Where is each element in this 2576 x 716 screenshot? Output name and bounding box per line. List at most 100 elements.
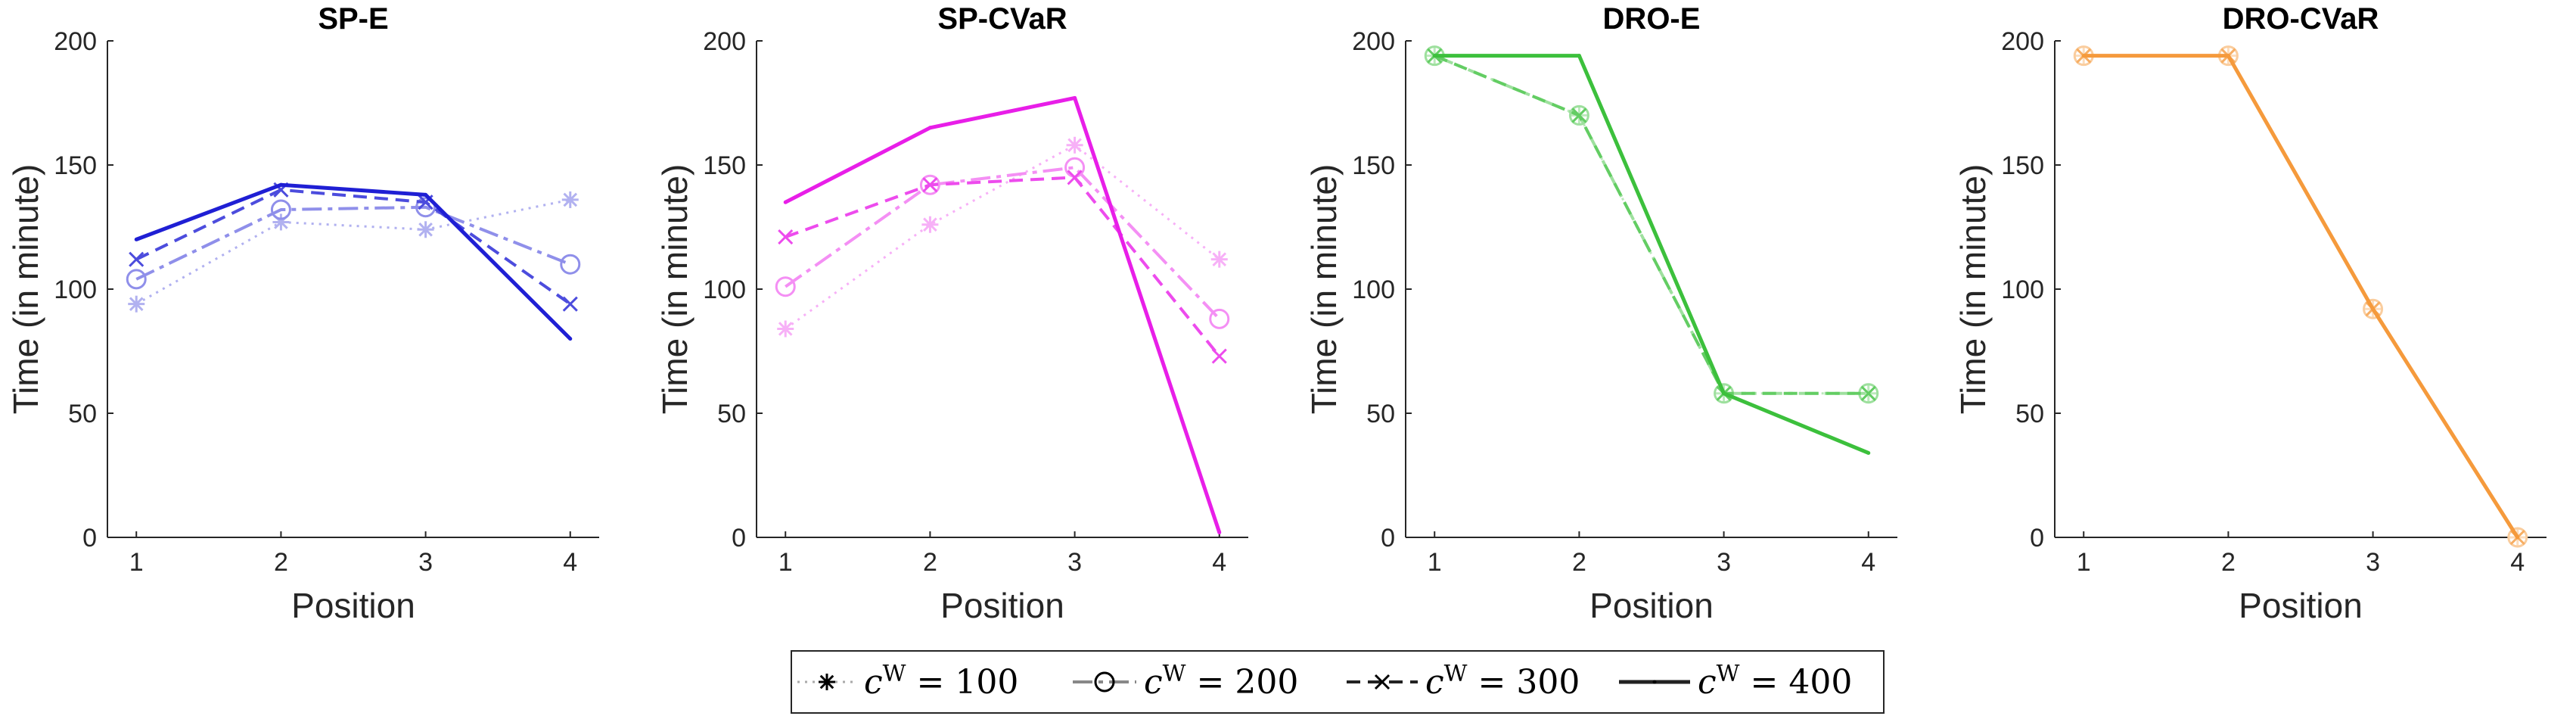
data-point (922, 177, 938, 193)
data-point (928, 126, 932, 130)
data-point (2371, 307, 2376, 311)
panel-dro-e: 0 50 100 150 200 1 2 3 4 DRO-E Position Time (in mi… (1304, 2, 1897, 625)
data-point (2226, 54, 2230, 58)
series-cw-300 (778, 170, 1227, 364)
data-point (2363, 298, 2384, 319)
legend-label: cW = 300 (1425, 661, 1580, 702)
series-cw-200 (775, 157, 1230, 329)
legend-entry-200: cW = 200 (1073, 661, 1298, 702)
data-point (417, 221, 434, 238)
series-line (785, 95, 1222, 534)
data-point (1066, 136, 1083, 154)
y-tick-label: 0 (1381, 524, 1395, 553)
y-tick-label: 200 (54, 27, 97, 56)
x-tick-label: 1 (778, 548, 793, 577)
legend-label: cW = 200 (1144, 661, 1298, 702)
series-line (135, 182, 572, 341)
data-point (1211, 348, 1227, 364)
data-point (783, 200, 788, 204)
data-point (2507, 527, 2528, 548)
y-axis-label: Time (in minute) (6, 164, 45, 415)
y-tick-label: 0 (82, 524, 97, 553)
data-point (1722, 391, 1726, 396)
y-axis-label: Time (in minute) (1953, 164, 1993, 415)
series-cw-300 (2076, 48, 2525, 546)
series-line (2083, 54, 2519, 539)
series-cw-200 (126, 197, 581, 290)
x-tick-label: 2 (1572, 548, 1586, 577)
data-point (1577, 54, 1581, 58)
data-point (775, 276, 796, 297)
legend-marker (819, 674, 835, 690)
data-point (778, 229, 794, 245)
y-tick-label: 50 (1366, 400, 1395, 428)
y-tick-label: 50 (717, 400, 746, 428)
data-point (2081, 54, 2086, 58)
y-tick-label: 150 (2001, 151, 2044, 180)
x-tick-label: 4 (2510, 548, 2525, 577)
series-line (785, 176, 1221, 357)
y-tick-label: 0 (2030, 524, 2044, 553)
data-point (1860, 385, 1876, 401)
y-tick-label: 50 (2015, 400, 2044, 428)
series-cw-100 (777, 136, 1228, 338)
x-tick-label: 3 (1067, 548, 1082, 577)
x-tick-label: 3 (418, 548, 433, 577)
series-cw-100 (128, 191, 579, 313)
x-tick-label: 2 (923, 548, 937, 577)
y-tick-label: 100 (1352, 276, 1395, 304)
series-line (1434, 54, 1869, 395)
data-point (424, 192, 428, 197)
x-axis-label: Position (2239, 586, 2363, 625)
data-point (128, 295, 145, 313)
y-tick-label: 200 (2001, 27, 2044, 56)
legend: cW = 100 cW = 200 cW = 300 cW = 400 (791, 650, 1885, 714)
legend-label: cW = 400 (1698, 661, 1852, 702)
series-cw-300 (129, 182, 578, 312)
x-tick-label: 4 (563, 548, 577, 577)
y-tick-label: 150 (54, 151, 97, 180)
y-tick-label: 100 (54, 276, 97, 304)
x-tick-label: 2 (274, 548, 288, 577)
series-cw-400 (783, 95, 1222, 534)
data-point (1568, 104, 1589, 126)
data-point (777, 320, 794, 338)
x-tick-label: 2 (2221, 548, 2236, 577)
series-line (2083, 54, 2519, 539)
y-tick-label: 150 (703, 151, 746, 180)
y-tick-label: 200 (1352, 27, 1395, 56)
data-point (278, 182, 283, 187)
data-point (415, 197, 437, 218)
chart-title: DRO-E (1603, 2, 1701, 36)
panel-sp-e: 0 50 100 150 200 1 2 3 4 SP-E Position Time (in min… (6, 2, 599, 625)
x-tick-label: 1 (2077, 548, 2091, 577)
data-point (1571, 107, 1587, 123)
data-point (919, 174, 940, 195)
data-point (134, 237, 138, 241)
x-tick-label: 3 (1717, 548, 1731, 577)
data-point (126, 269, 147, 290)
legend-marker (1094, 671, 1115, 693)
series-line (785, 166, 1221, 320)
series-cw-100 (2075, 47, 2526, 546)
legend-entry-400: cW = 400 (1619, 661, 1852, 702)
x-tick-label: 3 (2366, 548, 2380, 577)
series-line (785, 144, 1220, 330)
y-tick-label: 200 (703, 27, 746, 56)
data-point (1866, 450, 1871, 455)
legend-label: cW = 100 (864, 661, 1018, 702)
data-point (270, 199, 291, 220)
y-axis-label: Time (in minute) (655, 164, 694, 415)
series-line (1434, 54, 1869, 455)
data-point (1064, 157, 1086, 178)
series-line (1434, 54, 1869, 395)
chart-title: SP-CVaR (937, 2, 1067, 36)
y-tick-label: 150 (1352, 151, 1395, 180)
y-axis-label: Time (in minute) (1304, 164, 1344, 415)
data-point (921, 216, 939, 233)
series-line (135, 188, 571, 306)
series-line (2083, 54, 2519, 539)
data-point (2515, 535, 2520, 540)
x-axis-label: Position (1589, 586, 1714, 625)
data-point (1210, 251, 1228, 268)
